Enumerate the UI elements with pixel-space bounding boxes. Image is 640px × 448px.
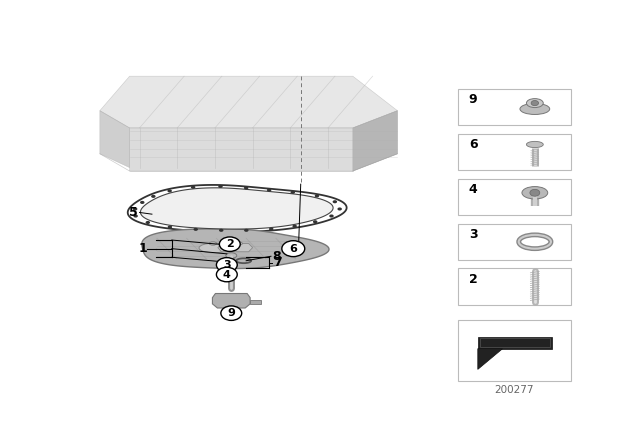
Circle shape	[220, 237, 240, 251]
Circle shape	[244, 229, 248, 232]
Circle shape	[219, 229, 223, 232]
Ellipse shape	[199, 243, 229, 253]
Circle shape	[333, 200, 337, 203]
FancyBboxPatch shape	[458, 320, 571, 381]
Text: 9: 9	[469, 93, 477, 106]
Polygon shape	[250, 300, 261, 304]
Circle shape	[292, 224, 297, 228]
Circle shape	[145, 221, 150, 224]
Ellipse shape	[520, 103, 550, 115]
Ellipse shape	[522, 186, 548, 199]
Circle shape	[168, 190, 172, 193]
FancyBboxPatch shape	[458, 89, 571, 125]
Circle shape	[221, 306, 242, 320]
Circle shape	[313, 220, 317, 223]
Text: 4: 4	[223, 270, 231, 280]
Text: 2: 2	[226, 239, 234, 249]
Text: 200277: 200277	[495, 385, 534, 395]
Circle shape	[315, 194, 319, 198]
Text: 7: 7	[273, 256, 282, 269]
Text: 4: 4	[469, 183, 477, 196]
Text: 6: 6	[469, 138, 477, 151]
FancyBboxPatch shape	[458, 134, 571, 170]
Circle shape	[218, 185, 223, 188]
Text: 1: 1	[138, 242, 147, 255]
Ellipse shape	[235, 242, 243, 245]
Circle shape	[191, 186, 195, 189]
Circle shape	[133, 207, 138, 211]
Polygon shape	[218, 244, 253, 252]
Polygon shape	[140, 188, 333, 229]
Ellipse shape	[526, 99, 543, 108]
Polygon shape	[478, 349, 502, 370]
FancyBboxPatch shape	[458, 224, 571, 260]
FancyBboxPatch shape	[458, 179, 571, 215]
FancyBboxPatch shape	[458, 268, 571, 305]
Ellipse shape	[530, 190, 540, 196]
Polygon shape	[100, 76, 397, 128]
Text: 5: 5	[129, 206, 138, 219]
Polygon shape	[353, 111, 397, 171]
Circle shape	[291, 191, 295, 194]
Polygon shape	[478, 336, 552, 349]
Circle shape	[329, 215, 333, 218]
Ellipse shape	[526, 142, 543, 147]
Polygon shape	[128, 185, 347, 232]
Ellipse shape	[226, 253, 237, 258]
Polygon shape	[129, 111, 397, 171]
Circle shape	[193, 228, 198, 231]
Circle shape	[151, 195, 156, 198]
Circle shape	[269, 228, 273, 231]
Circle shape	[168, 225, 172, 228]
Text: 3: 3	[223, 260, 230, 270]
Circle shape	[133, 215, 138, 218]
Polygon shape	[142, 229, 329, 268]
Polygon shape	[100, 111, 129, 168]
Circle shape	[267, 189, 271, 192]
Circle shape	[337, 207, 342, 211]
Ellipse shape	[209, 242, 217, 245]
Polygon shape	[212, 293, 250, 308]
Circle shape	[282, 241, 305, 257]
Circle shape	[244, 186, 248, 190]
Text: 3: 3	[469, 228, 477, 241]
Text: 8: 8	[273, 250, 281, 263]
Circle shape	[140, 201, 145, 204]
Circle shape	[216, 258, 237, 272]
Ellipse shape	[531, 100, 538, 106]
Text: 6: 6	[289, 244, 297, 254]
Circle shape	[216, 267, 237, 282]
Text: 9: 9	[227, 308, 236, 318]
Text: 2: 2	[469, 272, 477, 285]
